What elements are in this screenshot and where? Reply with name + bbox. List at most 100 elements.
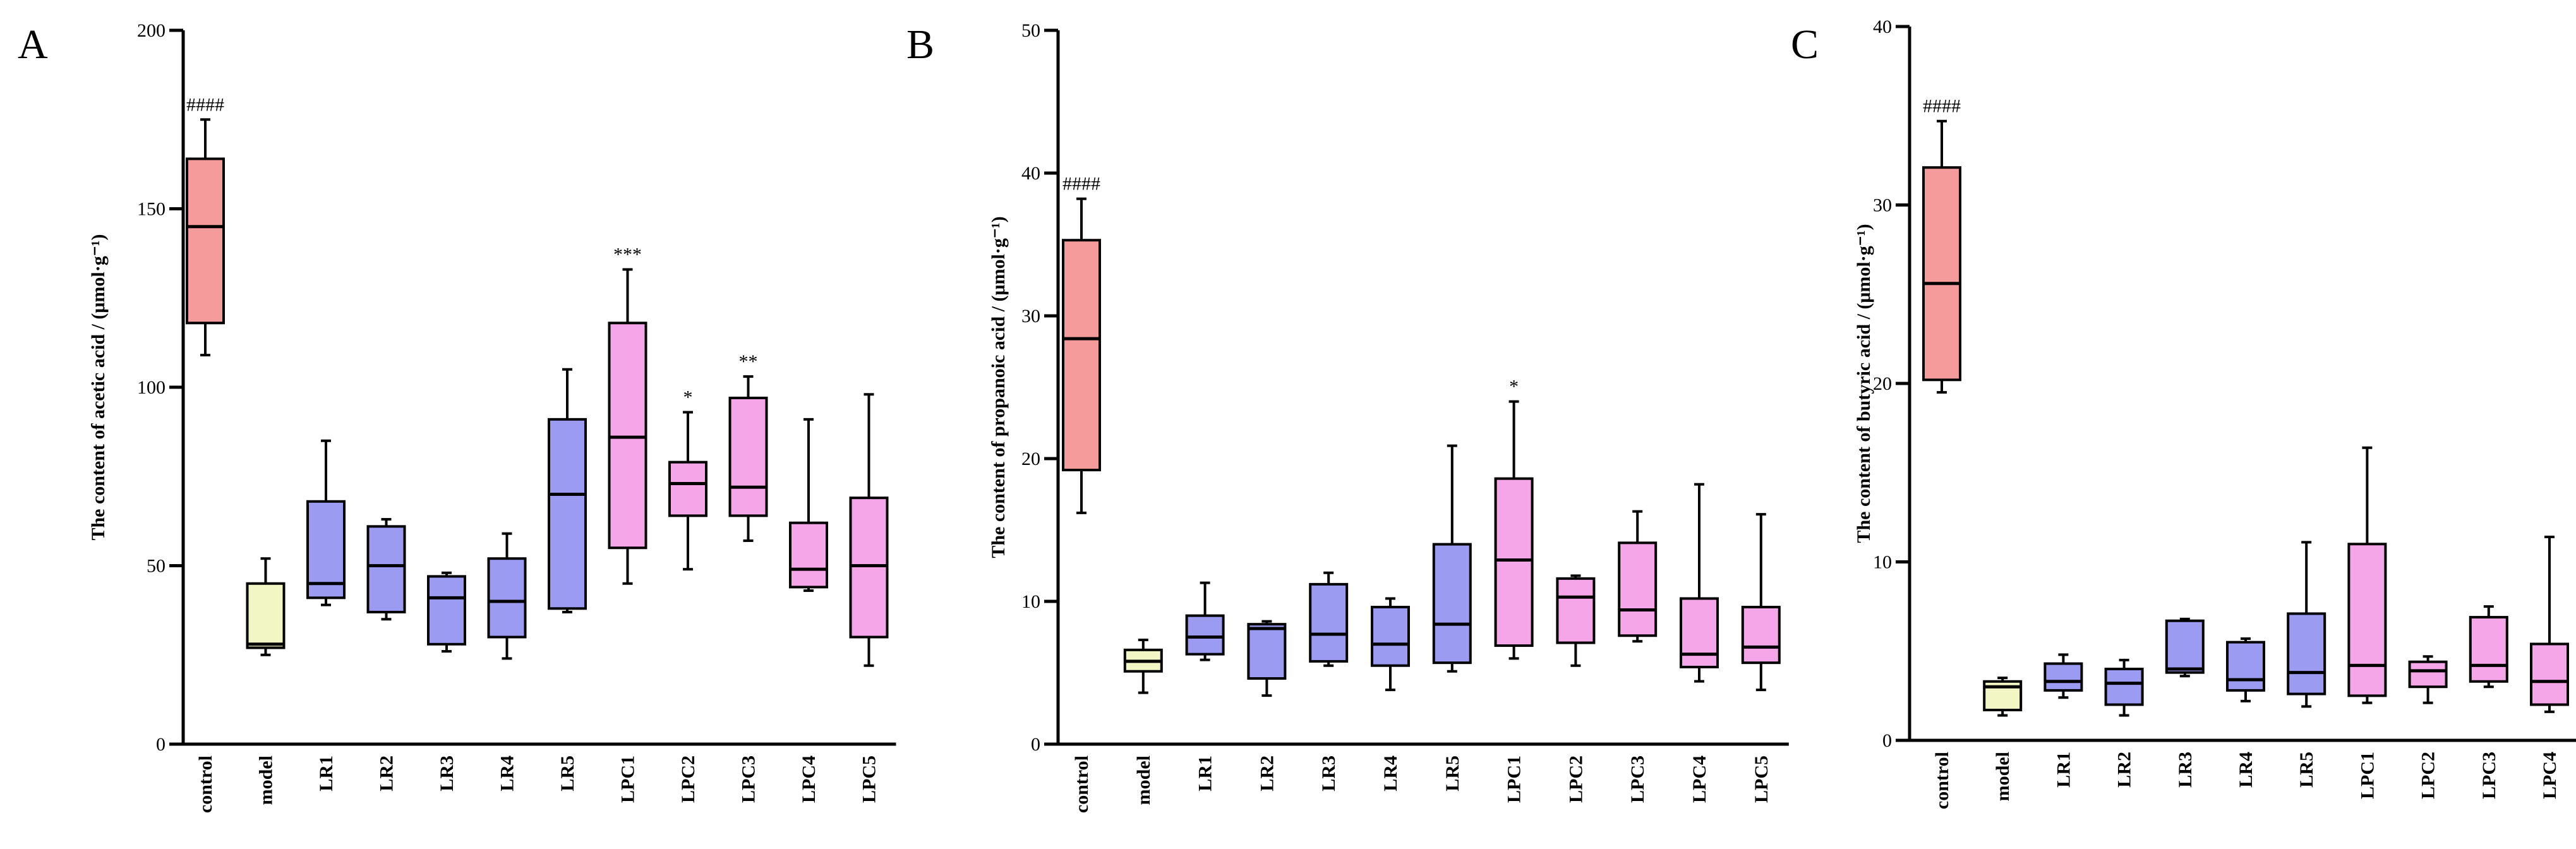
box-LPC4 [789,418,828,593]
box-body [789,521,828,589]
box-LR2 [2104,658,2144,717]
box-LR5 [1432,444,1472,673]
box-body [1741,606,1781,665]
box-LPC2: * [668,387,707,571]
panel-C: C 0 10 20 30 40 The content of butyric acid / … [1791,16,2576,809]
y-tick-label: 200 [137,20,166,41]
box-LR1 [306,439,346,606]
box-control: #### [1062,174,1101,514]
category-label: LPC2 [1565,756,1586,803]
category-label: LR1 [2053,752,2074,788]
box-LPC4 [1680,483,1719,683]
y-tick-label: 0 [1882,730,1892,751]
panel-letter: B [906,21,934,68]
category-label: LPC4 [798,756,819,803]
category-label: LR1 [1195,756,1216,792]
category-label: model [256,756,277,805]
category-label: LPC4 [2539,752,2560,799]
box-LR5 [2287,541,2326,708]
category-label: control [1932,752,1953,809]
significance-label: #### [1923,96,1961,117]
box-LR3 [427,571,466,653]
significance-label: * [683,387,693,408]
box-LPC5 [849,393,889,667]
significance-label: *** [613,244,642,265]
category-label: LR3 [436,756,457,792]
y-tick-label: 10 [1021,591,1040,612]
box-LPC3: ** [728,351,768,542]
y-tick-label: 40 [1021,163,1040,184]
box-control: #### [186,94,225,357]
panel-letter: C [1791,21,1819,68]
category-label: LPC5 [859,756,880,803]
box-LPC3 [2469,605,2508,689]
category-label: LR2 [2114,752,2135,788]
y-tick-label: 20 [1021,449,1040,469]
y-tick-label: 150 [137,199,166,220]
box-body [1309,582,1349,663]
box-body [1247,623,1287,680]
box-body [186,157,225,325]
box-body [2287,612,2326,695]
box-body [1922,166,1961,382]
y-tick-label: 50 [1021,20,1040,41]
box-LR1 [2043,653,2083,699]
box-body [427,575,466,646]
box-body [2043,662,2083,692]
box-model [1983,677,2023,717]
significance-label: #### [1062,174,1100,195]
category-label: LPC3 [1627,756,1648,803]
box-body [1556,577,1596,644]
category-label: LR2 [376,756,397,792]
box-body [668,461,707,517]
y-tick-label: 0 [1031,734,1040,755]
box-body [849,497,889,639]
category-label: LR4 [497,756,518,792]
box-LR2 [366,518,406,621]
box-body [1185,614,1225,656]
category-label: LPC1 [618,756,639,803]
box-LPC5 [1741,513,1781,692]
box-LR4 [487,532,527,660]
box-LR2 [1247,620,1287,697]
category-label: LPC3 [738,756,759,803]
box-LPC2 [1556,574,1596,667]
y-tick-label: 40 [1873,16,1892,37]
category-label: LR2 [1256,756,1277,792]
box-body [306,500,346,599]
box-body [246,582,286,649]
y-tick-label: 50 [147,556,166,577]
category-label: LR5 [1442,756,1463,792]
category-label: LPC5 [1751,756,1772,803]
box-body [1618,541,1658,637]
category-label: LPC2 [678,756,699,803]
box-LR5 [548,368,587,613]
box-body [1371,606,1410,667]
y-tick-label: 100 [137,377,166,398]
box-LPC1 [2347,446,2387,704]
panel-A: A 0 50 100 150 200 The content of acetic acid … [18,20,896,813]
box-model [1123,639,1163,694]
box-body [1062,239,1101,472]
significance-label: * [1509,376,1519,397]
box-body [2408,660,2448,689]
category-label: LPC1 [1504,756,1525,803]
significance-label: #### [186,94,224,115]
category-label: control [1071,756,1092,813]
y-axis-label: The content of acetic acid / (μmol·g⁻¹) [88,234,109,540]
box-body [2165,619,2205,674]
box-body [2347,543,2387,697]
category-label: LR4 [2236,752,2256,788]
box-LPC1: * [1494,376,1534,660]
category-label: model [1992,752,2013,801]
box-model [246,557,286,656]
box-body [1494,477,1534,647]
y-tick-label: 0 [156,734,166,755]
box-LR3 [1309,571,1349,667]
category-label: LR3 [2175,752,2196,788]
box-body [1432,543,1472,665]
box-body [728,396,768,517]
box-LR4 [1371,597,1410,692]
y-axis-label: The content of butyric acid / (μmol·g⁻¹) [1853,224,1874,543]
category-label: LPC2 [2418,752,2439,799]
